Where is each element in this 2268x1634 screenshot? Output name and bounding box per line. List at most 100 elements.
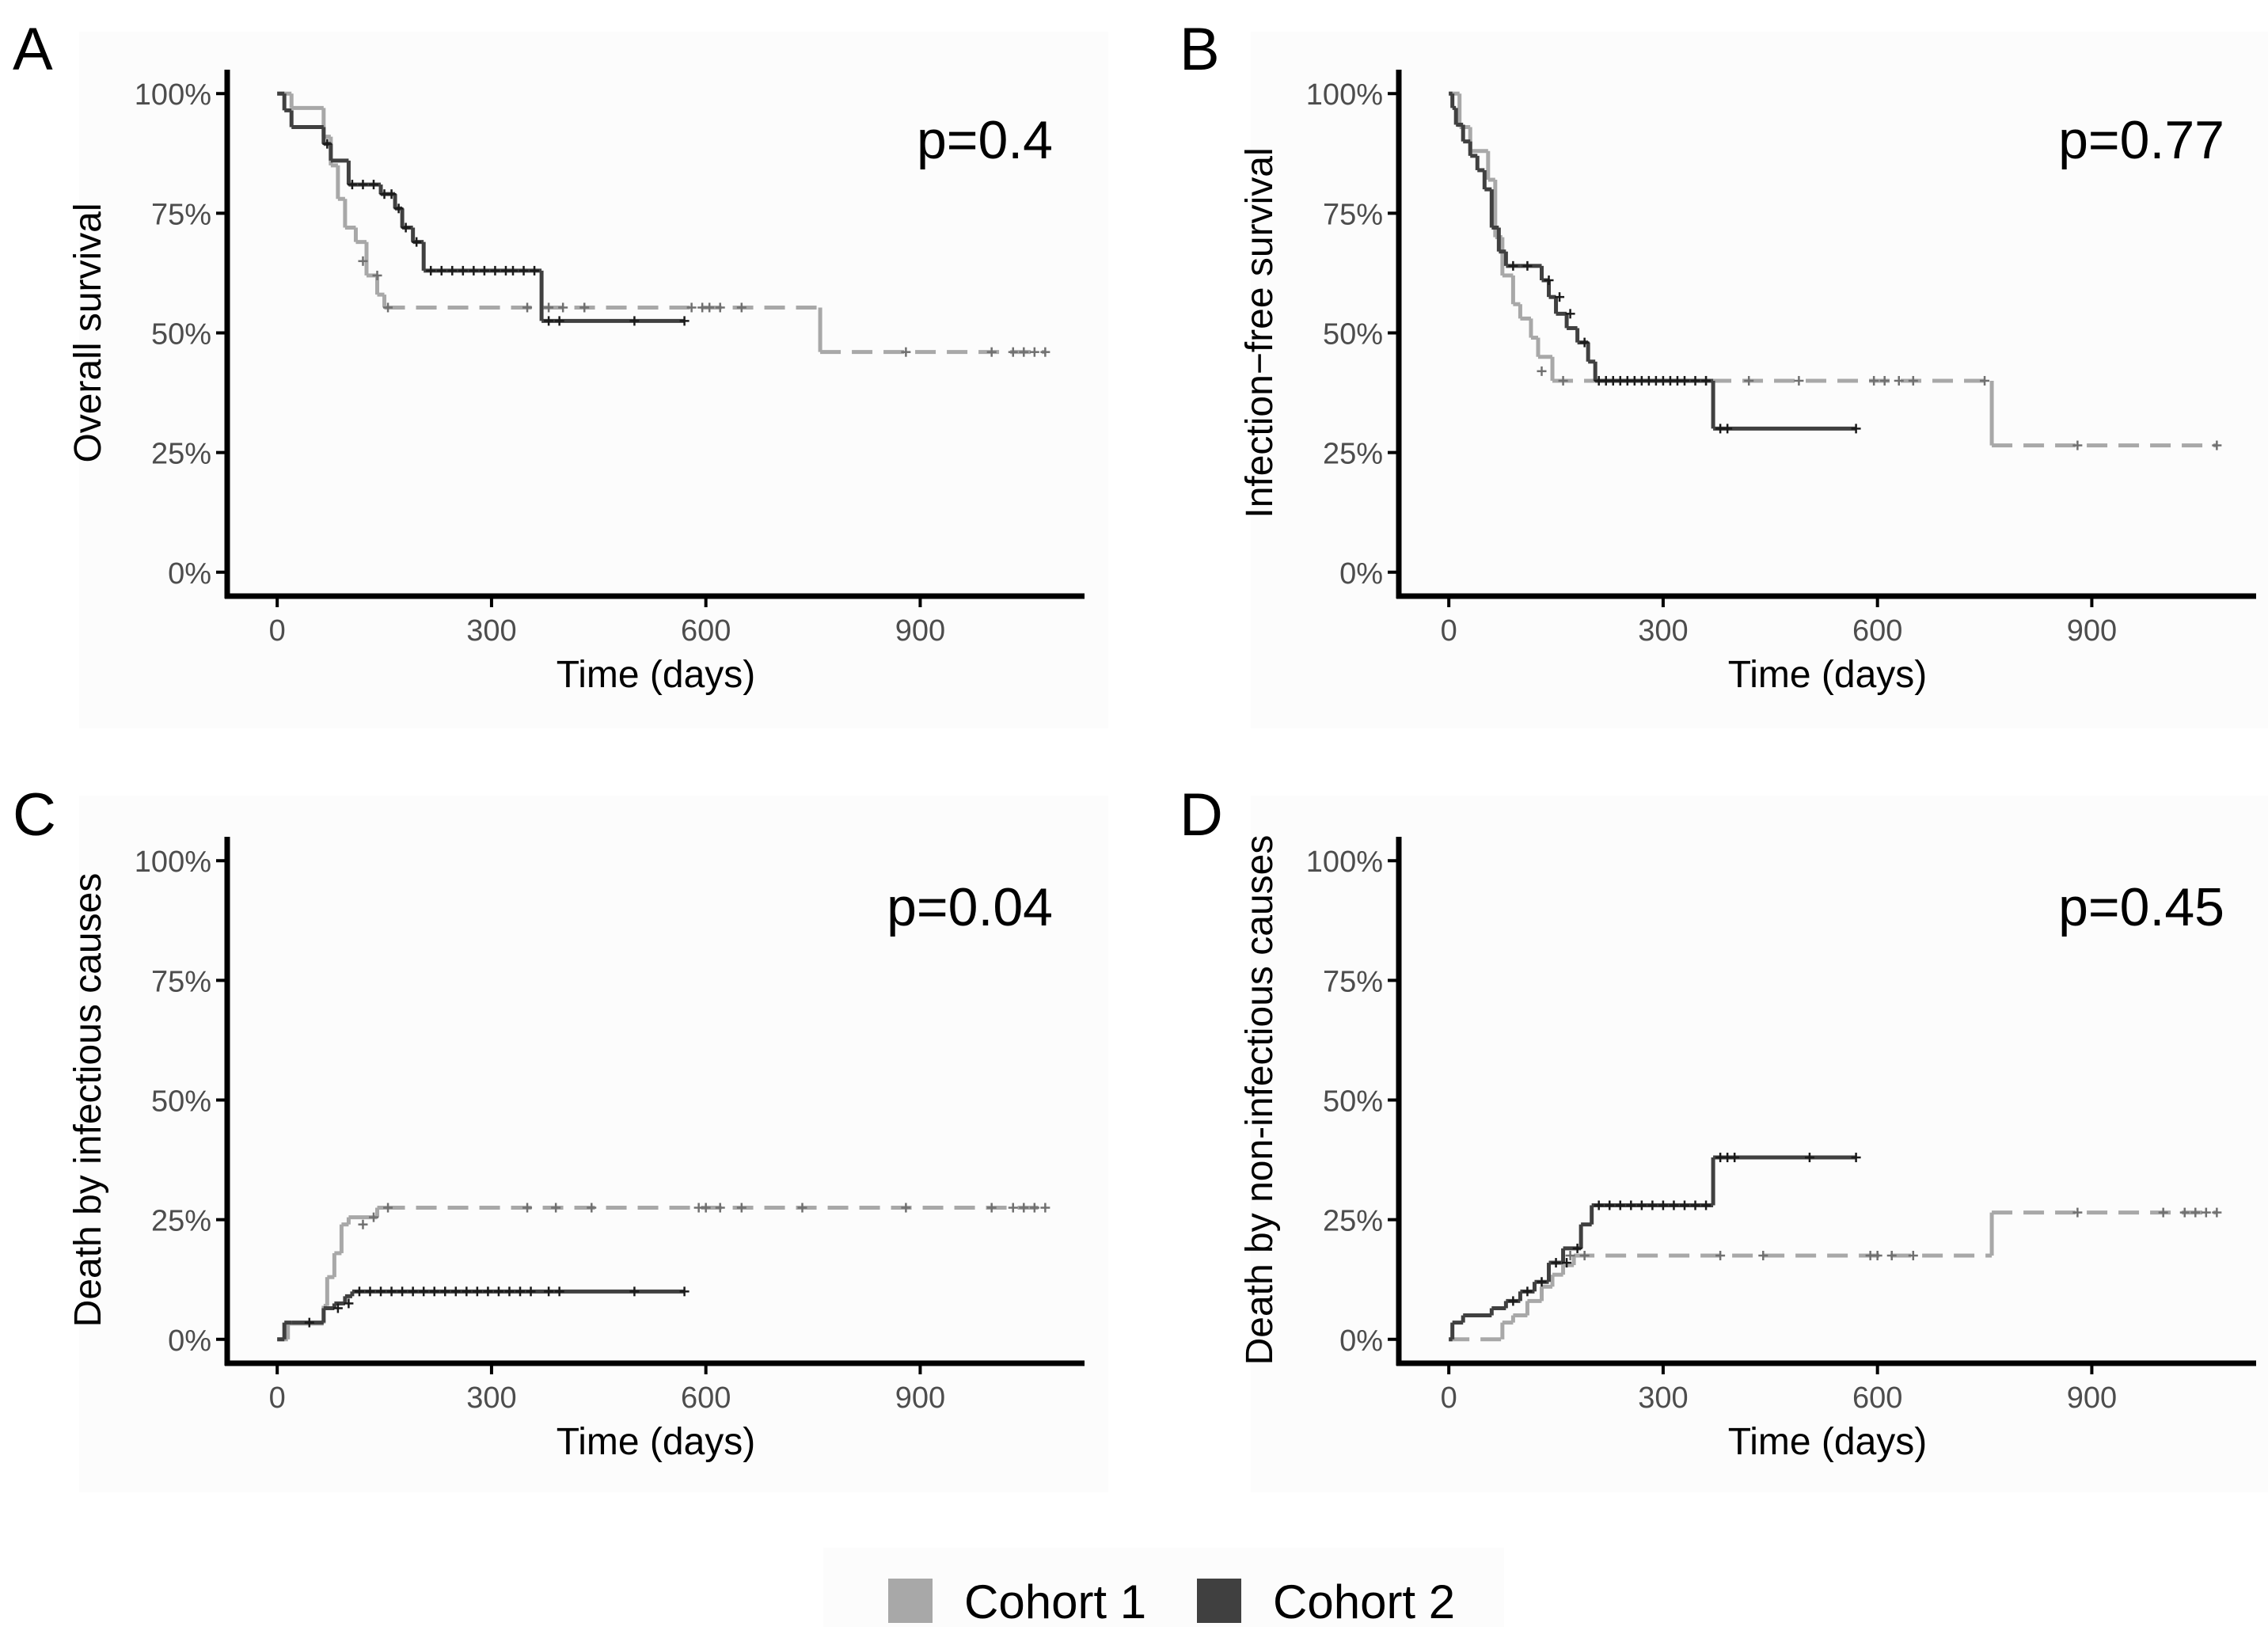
y-tick-label: 100% bbox=[135, 78, 211, 112]
censor-mark bbox=[2179, 1207, 2190, 1218]
series-2 bbox=[1449, 91, 1861, 434]
censor-mark bbox=[1029, 1203, 1039, 1213]
x-tick-label: 0 bbox=[1441, 614, 1457, 648]
censor-mark bbox=[332, 1303, 343, 1313]
p-value-annotation: p=0.45 bbox=[2058, 877, 2224, 937]
censor-mark bbox=[530, 265, 540, 276]
censor-mark bbox=[408, 1286, 418, 1297]
censor-mark bbox=[344, 1298, 354, 1309]
censor-mark bbox=[587, 1203, 597, 1213]
censor-mark bbox=[1730, 1153, 1740, 1163]
panel-letter: A bbox=[13, 16, 53, 83]
x-tick-label: 600 bbox=[1852, 614, 1902, 648]
censor-mark bbox=[515, 1286, 526, 1297]
censor-mark bbox=[1558, 375, 1568, 386]
x-tick-label: 300 bbox=[1638, 614, 1688, 648]
x-axis-label: Time (days) bbox=[557, 654, 756, 696]
y-tick-label: 25% bbox=[151, 438, 211, 471]
censor-mark bbox=[901, 347, 911, 357]
y-axis-label: Overall survival bbox=[67, 203, 109, 462]
censor-mark bbox=[447, 265, 458, 276]
censor-mark bbox=[412, 237, 422, 247]
panel-background bbox=[79, 32, 1108, 728]
censor-mark bbox=[901, 1203, 911, 1213]
censor-mark bbox=[1579, 1250, 1590, 1260]
legend-swatch-cohort-2 bbox=[1197, 1579, 1241, 1623]
censor-mark bbox=[797, 1203, 807, 1213]
censor-mark bbox=[365, 1286, 375, 1297]
censor-mark bbox=[462, 1286, 472, 1297]
censor-mark bbox=[436, 265, 446, 276]
censor-mark bbox=[1879, 375, 1890, 386]
censor-mark bbox=[1669, 1200, 1679, 1210]
censor-mark bbox=[458, 265, 468, 276]
censor-mark bbox=[419, 1286, 429, 1297]
p-value-annotation: p=0.4 bbox=[917, 110, 1053, 170]
censor-mark bbox=[483, 1286, 493, 1297]
y-tick-label: 100% bbox=[1306, 846, 1383, 879]
censor-mark bbox=[1522, 1286, 1533, 1297]
y-tick-label: 100% bbox=[135, 846, 211, 879]
censor-mark bbox=[426, 265, 436, 276]
censor-mark bbox=[429, 1286, 439, 1297]
censor-mark bbox=[544, 1286, 554, 1297]
panel-background bbox=[1251, 796, 2268, 1492]
x-tick-label: 900 bbox=[895, 614, 945, 648]
censor-mark bbox=[986, 347, 997, 357]
censor-mark bbox=[1555, 292, 1565, 302]
censor-mark bbox=[1680, 1200, 1689, 1210]
legend: Cohort 1 Cohort 2 bbox=[823, 1548, 1504, 1628]
censor-mark bbox=[701, 1203, 711, 1213]
censor-mark bbox=[705, 302, 715, 313]
censor-mark bbox=[1758, 1250, 1768, 1260]
censor-mark bbox=[386, 1286, 397, 1297]
p-value-annotation: p=0.04 bbox=[887, 877, 1053, 937]
censor-mark bbox=[1886, 1250, 1897, 1260]
x-tick-label: 900 bbox=[2067, 1381, 2117, 1415]
censor-mark bbox=[1029, 347, 1039, 357]
censor-mark bbox=[1019, 1203, 1029, 1213]
y-tick-label: 75% bbox=[1323, 198, 1383, 231]
x-tick-label: 900 bbox=[895, 1381, 945, 1415]
x-axis-label: Time (days) bbox=[1728, 654, 1928, 696]
series-2 bbox=[277, 1286, 690, 1342]
censor-mark bbox=[1851, 424, 1861, 434]
series-2 bbox=[277, 91, 690, 326]
censor-mark bbox=[519, 265, 529, 276]
censor-mark bbox=[1804, 1153, 1814, 1163]
censor-mark bbox=[358, 256, 368, 266]
censor-mark bbox=[1508, 260, 1518, 271]
censor-mark bbox=[372, 270, 382, 280]
censor-mark bbox=[376, 1286, 386, 1297]
censor-mark bbox=[393, 203, 404, 214]
censor-mark bbox=[544, 302, 554, 313]
y-axis-label: Death by infectious causes bbox=[67, 873, 109, 1328]
censor-mark bbox=[1701, 375, 1711, 386]
y-tick-label: 75% bbox=[151, 198, 211, 231]
y-tick-label: 0% bbox=[168, 557, 211, 591]
censor-mark bbox=[358, 180, 368, 190]
censor-mark bbox=[715, 1203, 725, 1213]
censor-mark bbox=[1605, 1200, 1615, 1210]
censor-mark bbox=[736, 1203, 747, 1213]
y-tick-label: 0% bbox=[1339, 1324, 1383, 1358]
censor-mark bbox=[1551, 1258, 1561, 1268]
series-1 bbox=[277, 91, 1050, 357]
censor-mark bbox=[2212, 440, 2222, 450]
censor-mark bbox=[1572, 1243, 1582, 1253]
x-axis-label: Time (days) bbox=[1728, 1421, 1928, 1463]
censor-mark bbox=[440, 1286, 450, 1297]
censor-mark bbox=[2158, 1207, 2168, 1218]
censor-mark bbox=[1744, 375, 1754, 386]
x-tick-label: 900 bbox=[2067, 614, 2117, 648]
series-2 bbox=[1449, 1153, 1861, 1342]
censor-mark bbox=[1579, 337, 1590, 348]
censor-mark bbox=[304, 1317, 314, 1328]
censor-mark bbox=[1701, 1200, 1711, 1210]
y-tick-label: 25% bbox=[151, 1205, 211, 1238]
censor-mark bbox=[1690, 375, 1700, 386]
censor-mark bbox=[1723, 424, 1733, 434]
x-axis-label: Time (days) bbox=[557, 1421, 756, 1463]
censor-mark bbox=[579, 302, 590, 313]
